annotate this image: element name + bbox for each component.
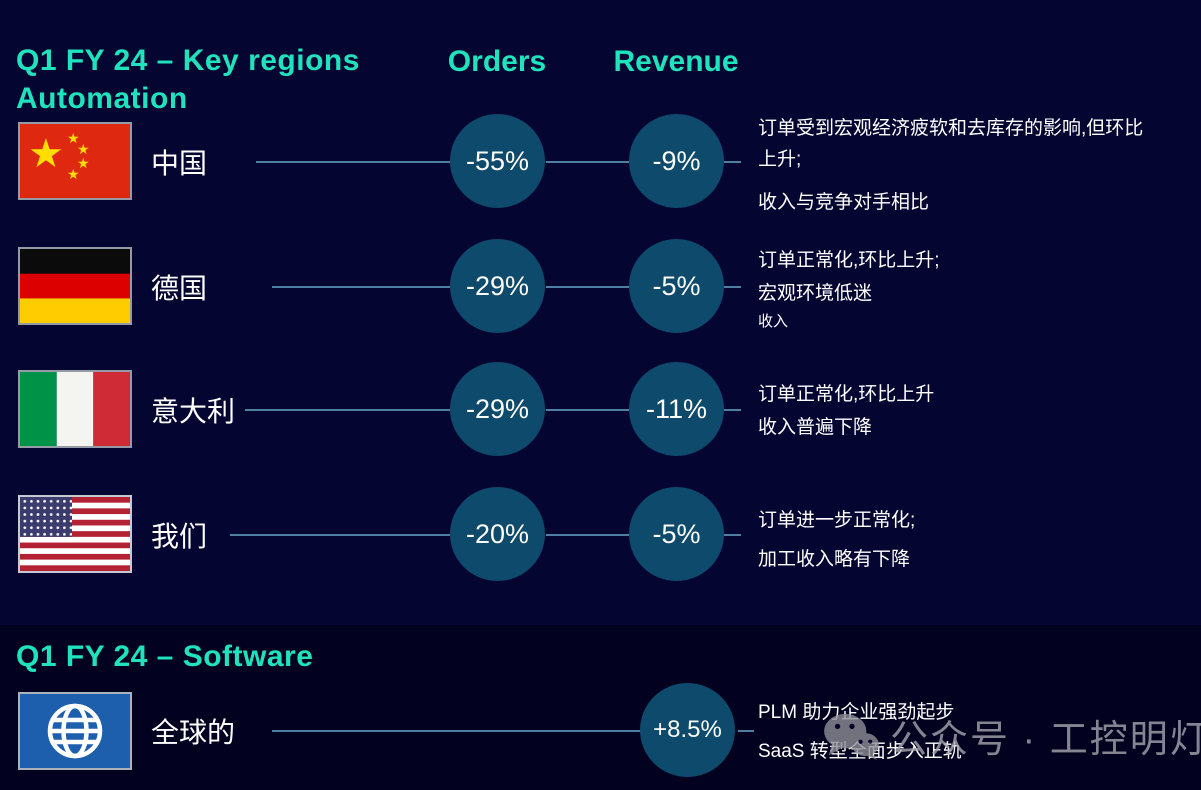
connector-line <box>272 286 450 288</box>
software-section-title: Q1 FY 24 – Software <box>16 640 314 673</box>
svg-text:★: ★ <box>28 132 64 176</box>
region-row-italy: 意大利 -29% -11% 订单正常化,环比上升 收入普遍下降 <box>0 362 1201 457</box>
italy-flag <box>18 370 132 448</box>
connector-line <box>546 161 629 163</box>
svg-text:★: ★ <box>77 141 90 157</box>
germany-flag-graphic <box>20 249 130 323</box>
svg-text:★: ★ <box>67 166 80 182</box>
revenue-value-bubble: -11% <box>629 362 724 456</box>
orders-value: -55% <box>465 145 530 176</box>
note-line: 宏观环境低迷 <box>758 283 873 304</box>
region-notes: 订单正常化,环比上升; 宏观环境低迷 收入 <box>758 245 1190 335</box>
orders-value-bubble: -29% <box>450 362 545 456</box>
us-flag-graphic <box>20 497 130 571</box>
region-label: 全球的 <box>151 716 236 748</box>
connector-dash <box>724 161 741 163</box>
connector-line <box>230 534 450 536</box>
revenue-value: +8.5% <box>653 716 722 743</box>
revenue-value: -11% <box>645 393 708 424</box>
note-line-small: 收入 <box>758 313 789 330</box>
region-row-china: ★ ★ ★ ★ ★ 中国 -55% -9% 订单受到宏观经济疲软和去库存的影响,… <box>0 114 1201 213</box>
note-line: SaaS 转型全面步入正轨 <box>758 741 962 762</box>
connector-line <box>546 534 629 536</box>
note-line: 订单正常化,环比上升 <box>758 384 935 405</box>
svg-text:★: ★ <box>77 155 90 171</box>
region-label: 我们 <box>151 520 208 552</box>
connector-line <box>272 730 640 732</box>
region-notes: PLM 助力企业强劲起步 SaaS 转型全面步入正轨 <box>758 697 1190 769</box>
note-line: 订单进一步正常化; <box>758 510 916 531</box>
orders-value-bubble: -29% <box>450 239 545 333</box>
connector-line <box>546 286 629 288</box>
revenue-value-bubble: -9% <box>629 114 724 208</box>
region-notes: 订单正常化,环比上升 收入普遍下降 <box>758 379 1190 445</box>
orders-value-bubble: -55% <box>450 114 545 208</box>
note-line: 收入与竞争对手相比 <box>758 192 930 213</box>
globe-icon <box>18 692 132 770</box>
revenue-value: -5% <box>652 518 701 549</box>
region-label: 中国 <box>151 147 208 179</box>
revenue-column-header: Revenue <box>613 45 739 78</box>
china-flag-graphic: ★ ★ ★ ★ ★ <box>20 124 130 198</box>
connector-dash <box>724 534 741 536</box>
orders-column-header: Orders <box>447 45 547 78</box>
revenue-value-bubble: +8.5% <box>640 683 735 777</box>
us-flag <box>18 495 132 573</box>
region-notes: 订单受到宏观经济疲软和去库存的影响,但环比上升; 收入与竞争对手相比 <box>758 113 1156 220</box>
region-label: 意大利 <box>151 395 236 427</box>
region-row-us: 我们 -20% -5% 订单进一步正常化; 加工收入略有下降 <box>0 487 1201 582</box>
note-line: 加工收入略有下降 <box>758 549 911 570</box>
globe-graphic <box>20 694 130 768</box>
note-line: 订单正常化,环比上升; <box>758 250 940 271</box>
connector-dash <box>724 409 741 411</box>
connector-line <box>256 161 450 163</box>
note-line: 订单受到宏观经济疲软和去库存的影响,但环比上升; <box>758 118 1144 170</box>
china-flag: ★ ★ ★ ★ ★ <box>18 122 132 200</box>
note-line: 收入普遍下降 <box>758 417 873 438</box>
automation-title-line1: Q1 FY 24 – Key regions <box>16 44 360 77</box>
italy-flag-graphic <box>20 372 130 446</box>
orders-value: -29% <box>465 393 530 424</box>
automation-section-title: Q1 FY 24 – Key regions Automation <box>16 42 360 118</box>
connector-dash <box>724 286 741 288</box>
orders-value: -29% <box>465 270 530 301</box>
region-row-global-software: 全球的 +8.5% PLM 助力企业强劲起步 SaaS 转型全面步入正轨 <box>0 683 1201 778</box>
region-label: 德国 <box>151 272 208 304</box>
svg-text:★: ★ <box>67 130 80 146</box>
region-row-germany: 德国 -29% -5% 订单正常化,环比上升; 宏观环境低迷 收入 <box>0 239 1201 334</box>
note-line: PLM 助力企业强劲起步 <box>758 702 955 723</box>
region-notes: 订单进一步正常化; 加工收入略有下降 <box>758 505 1190 577</box>
revenue-value: -9% <box>652 145 701 176</box>
revenue-value-bubble: -5% <box>629 239 724 333</box>
automation-title-line2: Automation <box>16 82 188 115</box>
revenue-value: -5% <box>652 270 701 301</box>
connector-line <box>546 409 629 411</box>
connector-dash <box>738 730 754 732</box>
orders-value: -20% <box>465 518 530 549</box>
germany-flag <box>18 247 132 325</box>
orders-value-bubble: -20% <box>450 487 545 581</box>
connector-line <box>245 409 450 411</box>
revenue-value-bubble: -5% <box>629 487 724 581</box>
